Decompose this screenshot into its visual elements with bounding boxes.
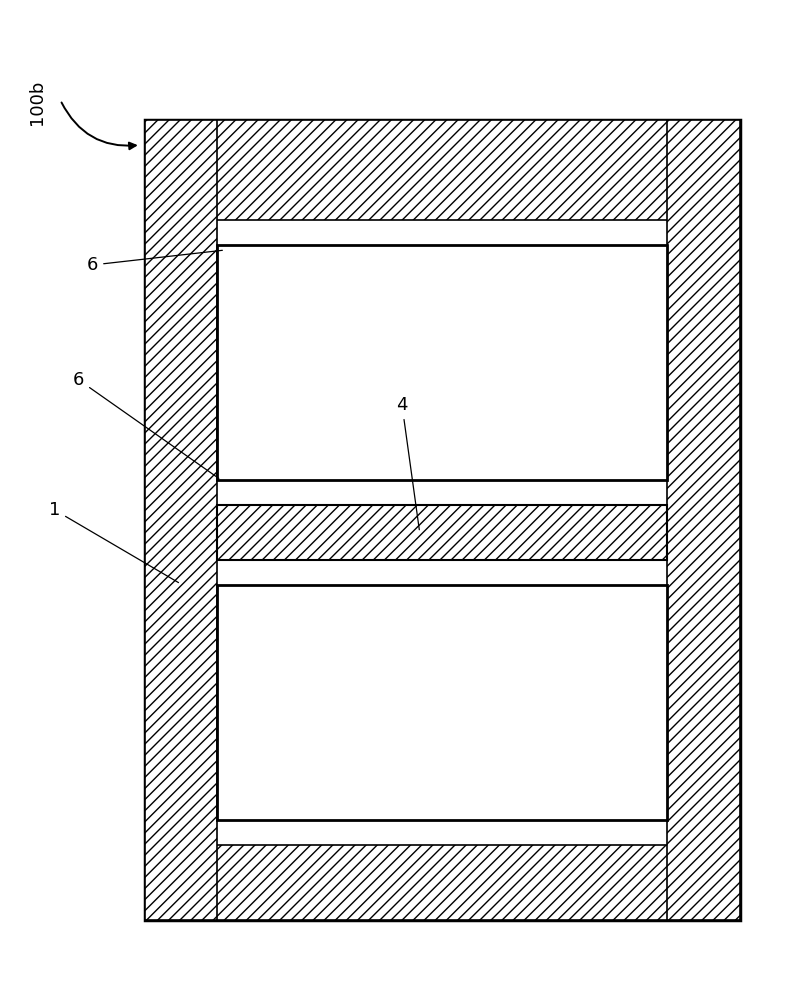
- Text: 100b: 100b: [28, 80, 46, 125]
- Bar: [145, 120, 739, 920]
- Bar: [145, 120, 217, 920]
- Bar: [666, 120, 739, 920]
- Text: 4: 4: [396, 396, 419, 530]
- Bar: [145, 120, 739, 220]
- Bar: [145, 845, 739, 920]
- Text: 6: 6: [87, 250, 222, 274]
- Bar: [217, 505, 666, 560]
- Text: 6: 6: [73, 371, 218, 478]
- Text: 1: 1: [49, 501, 178, 583]
- Bar: [217, 245, 666, 480]
- Bar: [217, 585, 666, 820]
